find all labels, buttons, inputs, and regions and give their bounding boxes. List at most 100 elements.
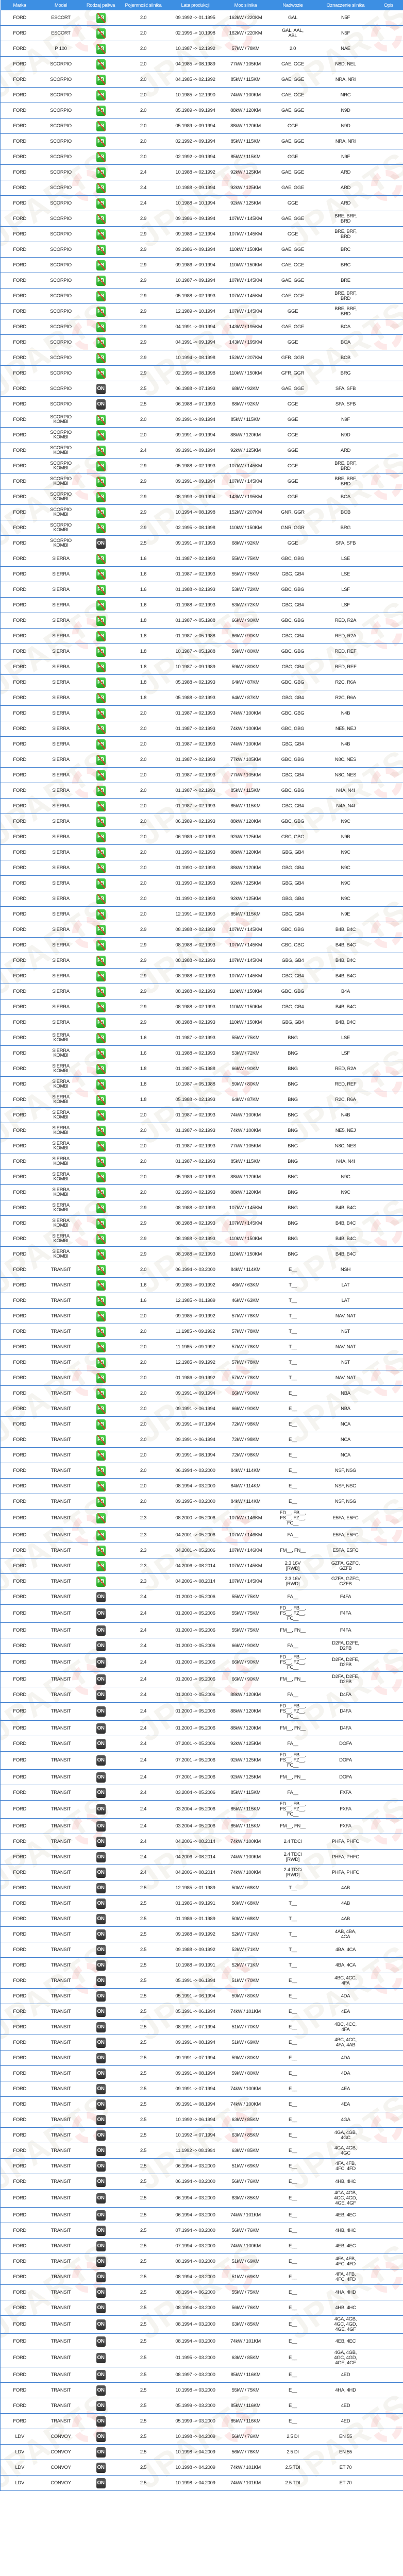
cell-power: 143kW / 195KM [223,319,268,335]
cell-body: GAE, GGE [268,164,317,180]
cell-power: 85kW / 116KM [223,2367,268,2383]
cell-description [374,2300,403,2316]
cell-model-text: TRANSIT [51,1806,71,1812]
cell-body-text: GBC, GBG [281,679,305,685]
cell-power-text: 52kW / 71KM [231,1962,260,1968]
cell-description [374,1926,403,1942]
cell-description [374,736,403,752]
cell-model-text: SIERRA [52,633,70,639]
cell-model: TRANSIT [39,1973,83,1989]
cell-body-text: GBG, GB4 [281,973,304,979]
cell-body: E__ [268,2004,317,2020]
cell-years: 12.1985 -> 09.1992 [167,1354,223,1370]
cell-capacity-text: 2.0 [140,138,147,144]
cell-description [374,319,403,335]
cell-description [374,1447,403,1463]
cell-engine-code-text: ARD [340,169,351,175]
cell-capacity-text: 2.5 [140,2055,147,2061]
cell-years-text: 01.2000 -> 05.2006 [175,1725,215,1731]
cell-engine-code-text: D4FA [340,1691,351,1698]
cell-make-text: FORD [13,586,27,592]
cell-body: GAE, GGE [268,180,317,196]
cell-power: 92kW / 125KM [223,195,268,211]
cell-body: GGE [268,334,317,350]
cell-years-text: 05.1999 -> 03.2000 [175,2402,215,2409]
cell-model-text: SIERRA [52,1019,70,1025]
cell-engine-code-text: E5FA, E5FC [332,1532,359,1538]
cell-model-text: TRANSIT [51,1344,71,1350]
cell-make: FORD [0,1543,39,1558]
table-row: FORD SCORPIO PB 2.0 10.1985 -> 12.1990 74kW /… [0,87,403,103]
diesel-fuel-icon: ON [96,1591,106,1602]
cell-model-text: SCORPIO [50,308,72,314]
cell-fuel: PB [82,582,119,598]
cell-fuel: PB [82,721,119,737]
cell-fuel: PB [82,1138,119,1154]
cell-capacity-text: 2.9 [140,231,147,237]
cell-engine-code: LAT [317,1293,374,1309]
cell-body-text: GBC, GBG [281,555,305,562]
cell-power: 55kW / 75KM [223,551,268,567]
cell-fuel: ON [82,2382,119,2398]
cell-engine-code-text: 4AB, 4BA, 4CA [334,1928,357,1940]
cell-model: SIERRA KOMBI [39,1231,83,1247]
cell-engine-code: 4FA, 4FB, 4FC, 4FD [317,2158,374,2174]
cell-capacity-text: 1.6 [140,555,147,562]
cell-years-text: 02.1992 -> 09.1994 [175,138,215,144]
col-header-years: Lata produkcji [167,0,223,10]
cell-capacity-text: 2.9 [140,463,147,469]
cell-body: E__ [268,1432,317,1448]
cell-description [374,149,403,165]
cell-fuel: PB [82,875,119,891]
table-row: FORD SCORPIO ON 2.5 06.1988 -> 07.1993 68kW /… [0,381,403,397]
diesel-fuel-icon: ON [96,2022,106,2032]
cell-model: TRANSIT [39,2238,83,2254]
cell-engine-code: F4FA [317,1622,374,1638]
cell-make: FORD [0,659,39,675]
cell-power-text: 56kW / 76KM [231,2433,260,2439]
cell-capacity-text: 2.4 [140,1708,147,1714]
cell-description [374,1849,403,1865]
cell-capacity-text: 2.0 [140,92,147,98]
unleaded-petrol-icon: PB [96,1357,106,1368]
cell-fuel: ON [82,2429,119,2445]
cell-years: 01.1988 -> 02.1993 [167,1045,223,1061]
cell-model-text: TRANSIT [51,1452,71,1458]
cell-description [374,2460,403,2476]
cell-fuel: PB [82,829,119,845]
cell-years: 08.1988 -> 02.1993 [167,1231,223,1247]
cell-engine-code-text: D2FA, D2FE, D2FB [332,1673,359,1685]
cell-model-text: TRANSIT [51,2008,71,2014]
cell-make: FORD [0,1973,39,1989]
cell-body-text: FA__ [287,1532,298,1538]
unleaded-petrol-icon: PB [96,1295,106,1306]
cell-power-text: 50kW / 68KM [231,1900,260,1906]
cell-capacity: 2.5 [119,2127,168,2143]
cell-engine-code-text: 4BA, 4CA [335,1946,356,1953]
cell-make: FORD [0,2413,39,2429]
cell-model-text: TRANSIT [51,1297,71,1303]
table-row: FORD TRANSIT ON 2.5 05.1999 -> 03.2000 85kW /… [0,2398,403,2414]
cell-body: E__ [268,2413,317,2429]
cell-body-text: GNR, GGR [281,509,305,515]
cell-capacity: 2.0 [119,118,168,134]
table-row: FORD SCORPIO PB 2.0 05.1989 -> 09.1994 88kW /… [0,103,403,118]
cell-years-text: 04.1985 -> 02.1992 [175,76,215,82]
cell-make-text: FORD [13,865,27,871]
cell-body-text: GAL [288,14,298,21]
unleaded-petrol-icon: PB [96,584,106,595]
cell-body-text: E__ [288,2055,297,2061]
cell-description [374,1509,403,1528]
unleaded-petrol-icon: PB [96,1063,106,1074]
cell-engine-code-text: NBA [341,1405,350,1412]
cell-body-text: GGE [287,123,298,129]
unleaded-petrol-icon: PB [96,600,106,611]
cell-body: T__ [268,1354,317,1370]
cell-model: TRANSIT [39,1447,83,1463]
cell-model: TRANSIT [39,1478,83,1494]
table-row: FORD SIERRA PB 2.9 08.1988 -> 02.1993 110kW /… [0,984,403,999]
cell-capacity: 2.0 [119,87,168,103]
cell-model-text: SCORPIO KOMBI [50,538,72,548]
cell-power: 84kW / 114KM [223,1262,268,1278]
cell-make-text: FORD [13,2039,27,2045]
